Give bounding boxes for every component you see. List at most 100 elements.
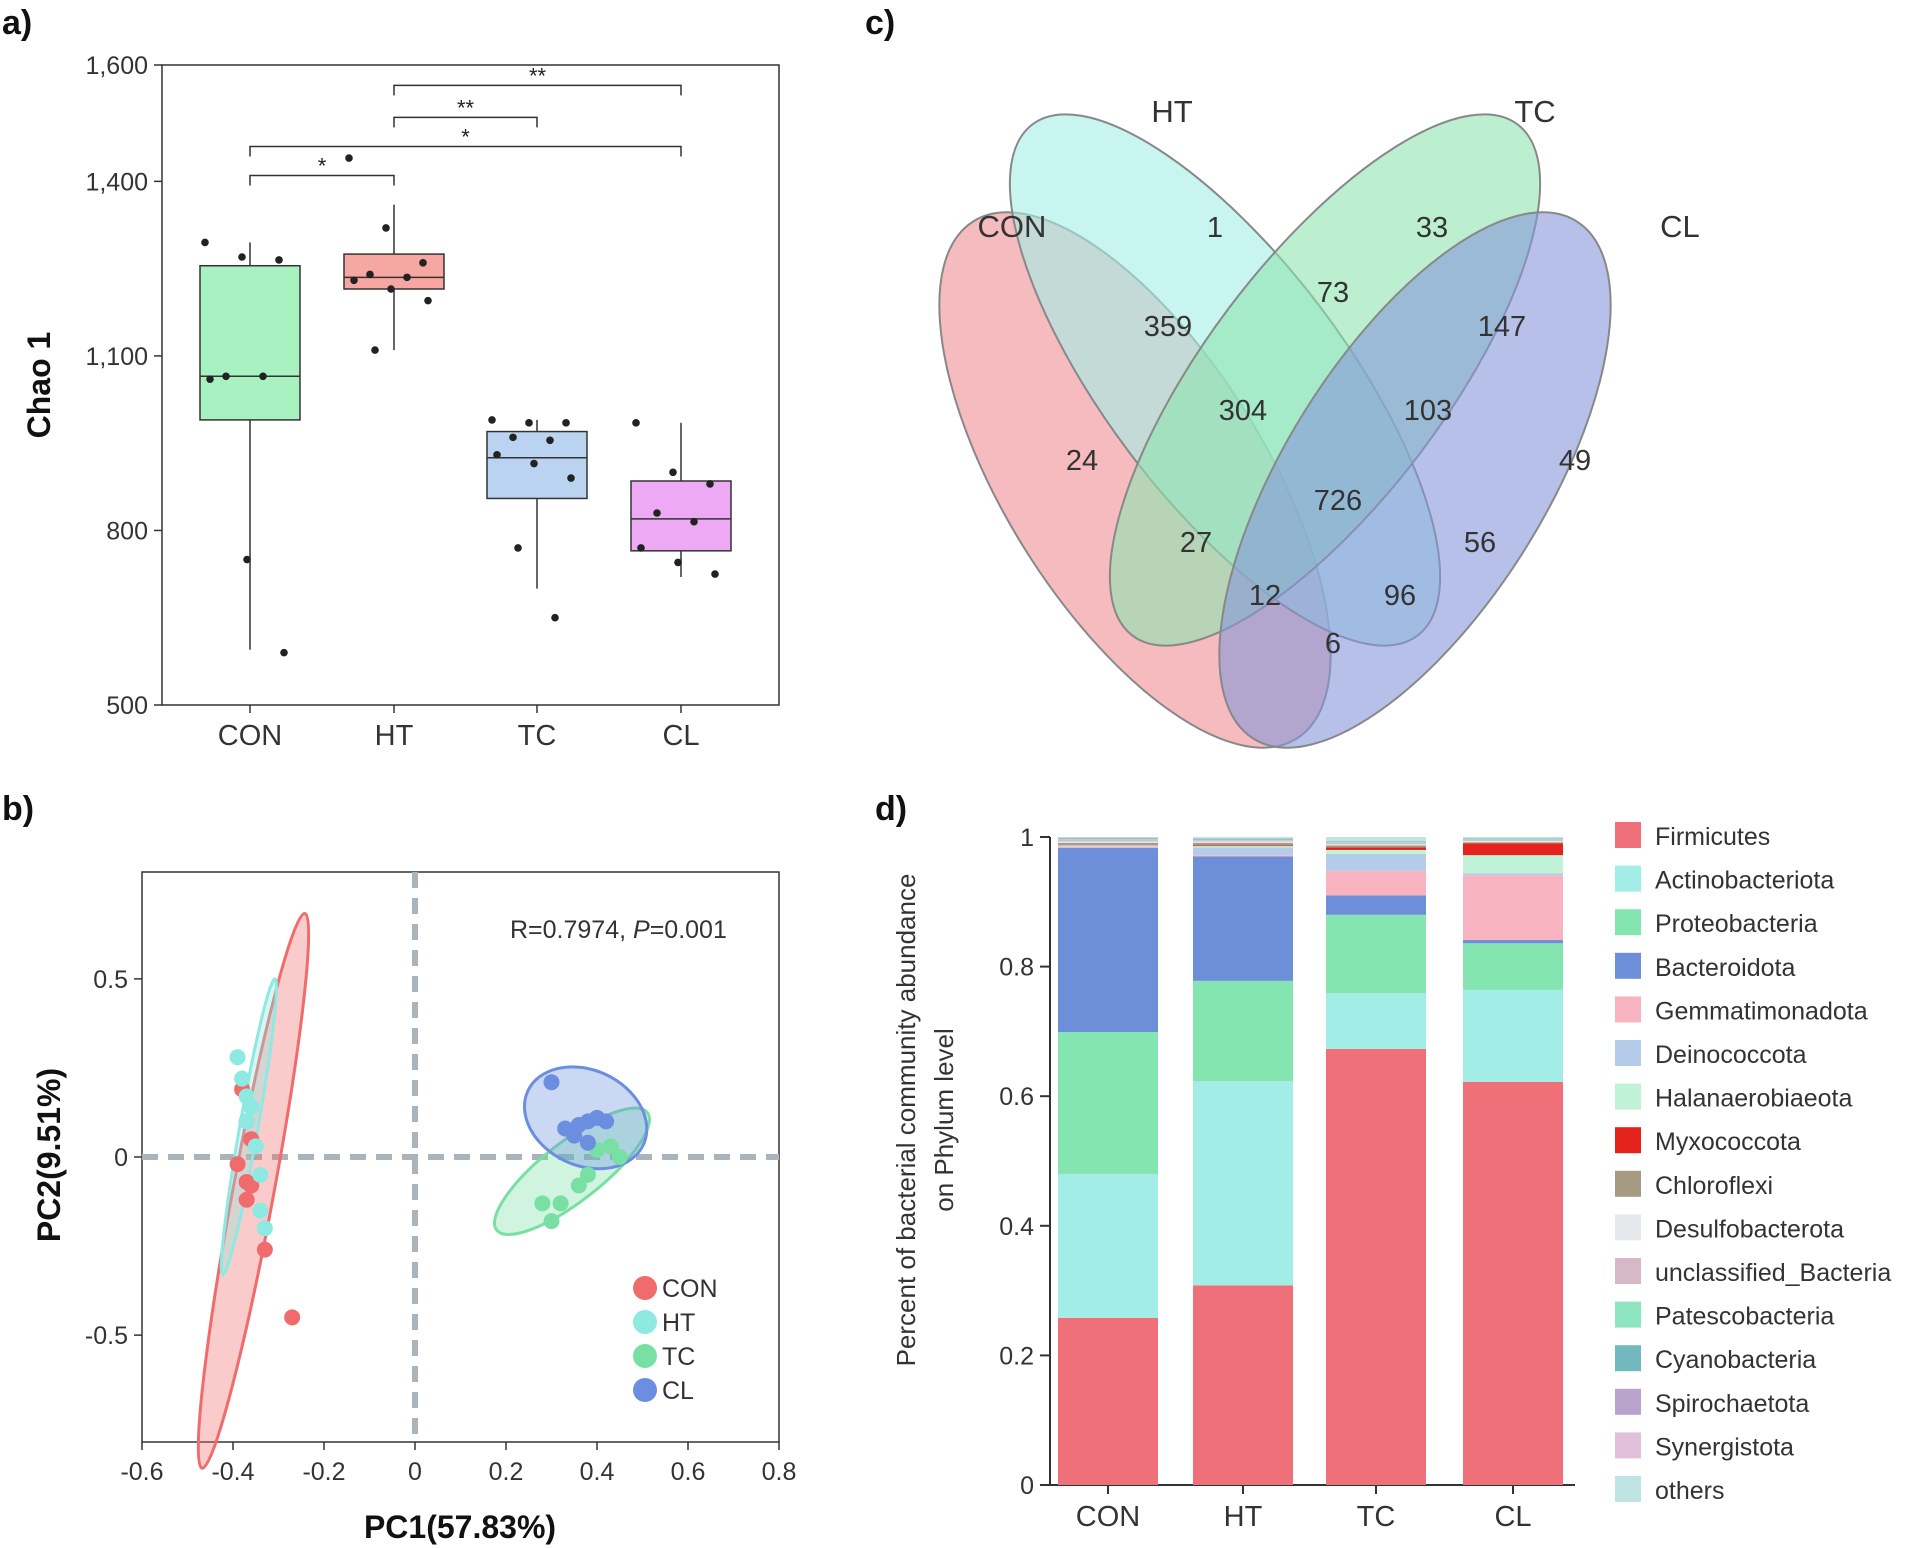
x-tick-label: CON: [218, 720, 282, 752]
bar-segment-deinococcota: [1326, 853, 1426, 871]
box-data-point: [387, 285, 395, 293]
x-tick-label: HT: [375, 720, 414, 752]
bar-segment-desulfobacterota: [1058, 841, 1158, 843]
box-data-point: [403, 273, 411, 282]
legend-swatch-synergistota: [1615, 1432, 1641, 1459]
bar-segment-gemmatimonadota: [1193, 855, 1293, 857]
box-data-point: [551, 613, 559, 622]
legend-swatch-gemmatimonadota: [1615, 996, 1641, 1023]
box-data-point: [530, 459, 538, 468]
venn-region-count: 6: [1325, 628, 1341, 660]
point-tc: [570, 1177, 587, 1194]
legend-label-cl: CL: [662, 1377, 694, 1405]
venn-region-count: 147: [1478, 311, 1526, 343]
bar-segment-cyanobacteria: [1058, 838, 1158, 839]
significance-bracket: [393, 116, 538, 128]
bar-segment-deinococcota: [1058, 846, 1158, 847]
box-data-point: [371, 346, 379, 354]
legend-swatch-spirochaetota: [1615, 1388, 1641, 1415]
point-ht: [243, 1099, 260, 1116]
bar-segment-firmicutes: [1058, 1317, 1158, 1485]
point-tc: [552, 1195, 569, 1212]
x-tick-label: TC: [1357, 1501, 1396, 1533]
legend-swatch-myxococcota: [1615, 1127, 1641, 1154]
venn-region-count: 359: [1144, 311, 1192, 343]
significance-bracket: [249, 174, 395, 186]
box-data-point: [280, 648, 288, 657]
box-ht: [343, 253, 445, 290]
venn-region-count: 73: [1317, 277, 1349, 309]
point-ht: [252, 1202, 269, 1219]
x-tick-label: CON: [1076, 1501, 1140, 1533]
point-con: [256, 1241, 273, 1258]
panel-b-pcoa: PC1(57.83%) PC2(9.51%) R=0.7974, P=0.001…: [31, 871, 797, 1545]
panel-b-x-axis-title: PC1(57.83%): [364, 1509, 556, 1545]
panel-b-y-axis-title: PC2(9.51%): [31, 1068, 67, 1242]
box-data-point: [201, 238, 209, 247]
y-tick-label: 1,600: [85, 52, 148, 80]
bar-segment-unclassified-bacteria: [1193, 840, 1293, 842]
box-data-point: [546, 436, 554, 445]
legend-label-bacteroidota: Bacteroidota: [1655, 954, 1795, 982]
stat-p-value: =0.001: [650, 916, 727, 944]
bar-segment-myxococcota: [1463, 843, 1563, 856]
bar-segment-spirochaetota: [1193, 838, 1293, 839]
bar-segment-deinococcota: [1463, 873, 1563, 876]
box-data-point: [706, 480, 714, 488]
bar-segment-chloroflexi: [1326, 845, 1426, 848]
box-data-point: [509, 433, 517, 442]
venn-region-count: 33: [1416, 212, 1448, 244]
bar-segment-actinobacteriota: [1058, 1173, 1158, 1318]
legend-marker-ht: [633, 1310, 657, 1334]
legend-label-proteobacteria: Proteobacteria: [1655, 910, 1818, 938]
point-con: [243, 1177, 260, 1194]
box-cl: [630, 480, 732, 552]
bar-segment-unclassified-bacteria: [1058, 839, 1158, 842]
legend-swatch-actinobacteriota: [1615, 865, 1641, 892]
panel-c-venn: CON HT TC CL 1 33 73 359 147 304 103 24 49 726 27 56 12 9…: [938, 94, 1700, 749]
x-tick-label: 0: [408, 1458, 422, 1486]
box-data-point: [493, 451, 501, 459]
point-tc: [534, 1195, 551, 1212]
box-data-point: [238, 253, 246, 261]
bar-segment-spirochaetota: [1058, 837, 1158, 839]
bar-segment-bacteroidota: [1326, 895, 1426, 915]
legend-swatch-cyanobacteria: [1615, 1345, 1641, 1372]
panel-a-frame: [161, 64, 780, 706]
venn-region-count: 103: [1404, 395, 1452, 427]
venn-region-count: 1: [1207, 212, 1223, 244]
legend-label-chloroflexi: Chloroflexi: [1655, 1172, 1773, 1200]
venn-region-count: 304: [1219, 395, 1267, 427]
significance-label: **: [529, 63, 547, 88]
legend-label-ht: HT: [662, 1309, 695, 1337]
legend-swatch-chloroflexi: [1615, 1170, 1641, 1197]
venn-region-count: 49: [1559, 445, 1591, 477]
box-data-point: [562, 419, 570, 427]
bar-segment-firmicutes: [1463, 1081, 1563, 1485]
legend-label-myxococcota: Myxococcota: [1655, 1128, 1801, 1156]
legend-swatch-patescobacteria: [1615, 1301, 1641, 1328]
legend-label-patescobacteria: Patescobacteria: [1655, 1303, 1834, 1331]
bar-segment-others: [1193, 837, 1293, 839]
legend-marker-tc: [633, 1344, 657, 1368]
box-data-point: [424, 296, 432, 305]
box-data-point: [653, 509, 661, 517]
x-tick-label: -0.6: [120, 1458, 163, 1486]
point-ht: [252, 1166, 269, 1183]
panel-b-stat-annotation: R=0.7974, P=0.001: [510, 916, 727, 944]
x-tick-label: 0.8: [762, 1458, 797, 1486]
x-tick-label: CL: [662, 720, 699, 752]
y-tick-label: -0.5: [85, 1322, 128, 1350]
box-data-point: [206, 375, 214, 383]
y-tick-label: 1,100: [85, 343, 148, 371]
significance-label: *: [461, 124, 470, 149]
venn-region-count: 24: [1066, 445, 1098, 477]
legend-label-con: CON: [662, 1275, 718, 1303]
x-tick-label: TC: [518, 720, 557, 752]
legend-label-gemmatimonadota: Gemmatimonadota: [1655, 997, 1868, 1025]
venn-set-label-tc: TC: [1514, 94, 1555, 129]
legend-swatch-others: [1615, 1476, 1641, 1502]
legend-label-actinobacteriota: Actinobacteriota: [1655, 867, 1834, 895]
point-ht: [238, 1113, 255, 1130]
box-data-point: [350, 276, 358, 285]
